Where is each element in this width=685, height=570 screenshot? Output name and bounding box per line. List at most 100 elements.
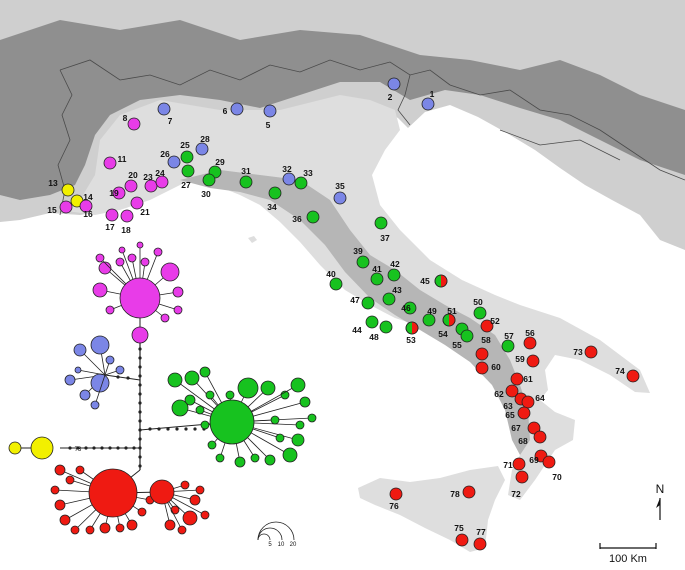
site-label: 16 <box>83 209 93 219</box>
site-label: 14 <box>83 192 93 202</box>
haplotype-node <box>70 525 80 535</box>
haplotype-node <box>137 507 147 517</box>
haplotype-node <box>54 464 66 476</box>
site-label: 34 <box>267 202 277 212</box>
haplotype-node <box>189 494 201 506</box>
site-label: 20 <box>128 170 138 180</box>
haplotype-node <box>136 241 144 249</box>
site-marker: 76 <box>389 487 403 511</box>
haplotype-node <box>85 525 95 535</box>
site-label: 40 <box>326 269 336 279</box>
haplotype-node <box>260 380 276 396</box>
site-label: 78 <box>450 489 460 499</box>
north-arrow-label: N <box>656 482 665 496</box>
site-marker: 27 <box>181 164 195 190</box>
site-label: 32 <box>282 164 292 174</box>
site-marker: 49 <box>422 306 437 327</box>
site-label: 63 <box>503 401 513 411</box>
haplotype-node <box>99 522 111 534</box>
haplotype-node <box>225 390 235 400</box>
haplotype-node <box>200 510 210 520</box>
haplotype-node <box>115 257 125 267</box>
site-label: 24 <box>155 168 165 178</box>
site-label: 76 <box>389 501 399 511</box>
site-marker: 28 <box>195 134 210 156</box>
site-label: 70 <box>552 472 562 482</box>
site-marker: 24 <box>155 168 169 189</box>
site-label: 6 <box>223 106 228 116</box>
site-marker: 52 <box>480 316 500 333</box>
site-label: 47 <box>350 295 360 305</box>
haplotype-node <box>59 514 71 526</box>
site-marker: 13 <box>48 178 75 197</box>
site-label: 46 <box>401 303 411 313</box>
site-label: 25 <box>180 140 190 150</box>
haplotype-node <box>131 326 149 344</box>
haplotype-node <box>291 433 305 447</box>
site-label: 69 <box>529 455 539 465</box>
site-label: 62 <box>494 389 504 399</box>
site-marker: 61 <box>510 372 533 386</box>
site-marker: 44 <box>352 320 393 335</box>
border-line <box>59 59 451 86</box>
haplotype-node <box>184 394 196 406</box>
site-marker: 18 <box>120 209 134 235</box>
haplotype-node <box>118 246 126 254</box>
site-marker: 11 <box>103 154 127 170</box>
haplotype-node <box>90 335 110 355</box>
network-link-label: 73 <box>75 447 82 453</box>
site-marker: 53 <box>405 321 419 345</box>
site-marker: 65 <box>505 406 531 420</box>
haplotype-node <box>115 523 125 533</box>
site-marker: 71 <box>503 457 526 471</box>
haplotype-node <box>153 247 163 257</box>
site-label: 51 <box>447 306 457 316</box>
italian-peninsula <box>60 95 650 500</box>
site-marker: 72 <box>511 470 529 499</box>
haplotype-node <box>182 510 198 526</box>
site-marker: 30 <box>201 173 216 199</box>
site-label: 35 <box>335 181 345 191</box>
haplotype-node <box>295 420 305 430</box>
site-marker: 1 <box>421 89 435 111</box>
site-label: 8 <box>123 113 128 123</box>
site-marker: 60 <box>475 361 501 375</box>
haplotype-node <box>98 261 112 275</box>
site-label: 52 <box>490 316 500 326</box>
haplotype-node <box>73 343 87 357</box>
haplotype-node <box>195 405 205 415</box>
site-marker: 51 <box>442 306 457 327</box>
site-marker: 47 <box>350 295 375 310</box>
haplotype-node <box>119 277 161 319</box>
site-marker: 19 <box>109 186 126 200</box>
site-label: 30 <box>201 189 211 199</box>
scale-bar: 100 Km <box>599 543 657 565</box>
site-label: 56 <box>525 328 535 338</box>
haplotype-node <box>140 257 150 267</box>
site-label: 55 <box>452 340 462 350</box>
site-marker: 8 <box>123 113 141 131</box>
site-marker: 15 <box>47 200 73 215</box>
site-label: 1 <box>430 89 435 99</box>
site-marker: 73 <box>573 345 598 359</box>
site-label: 23 <box>143 172 153 182</box>
haplotype-node <box>195 485 205 495</box>
haplotype-node <box>170 505 180 515</box>
site-label: 75 <box>454 523 464 533</box>
haplotype-node <box>290 377 306 393</box>
haplotype-node <box>209 399 255 445</box>
site-label: 2 <box>388 92 393 102</box>
site-marker: 45 <box>420 274 448 288</box>
haplotype-node <box>270 415 280 425</box>
site-marker: 50 <box>473 297 487 320</box>
site-label: 41 <box>372 264 382 274</box>
site-label: 37 <box>380 233 390 243</box>
site-label: 64 <box>535 393 545 403</box>
node-size-legend: 5 10 20 <box>257 521 297 548</box>
site-label: 18 <box>121 225 131 235</box>
haplotype-node <box>149 479 175 505</box>
haplotype-node <box>180 480 190 490</box>
border-line <box>397 74 411 126</box>
